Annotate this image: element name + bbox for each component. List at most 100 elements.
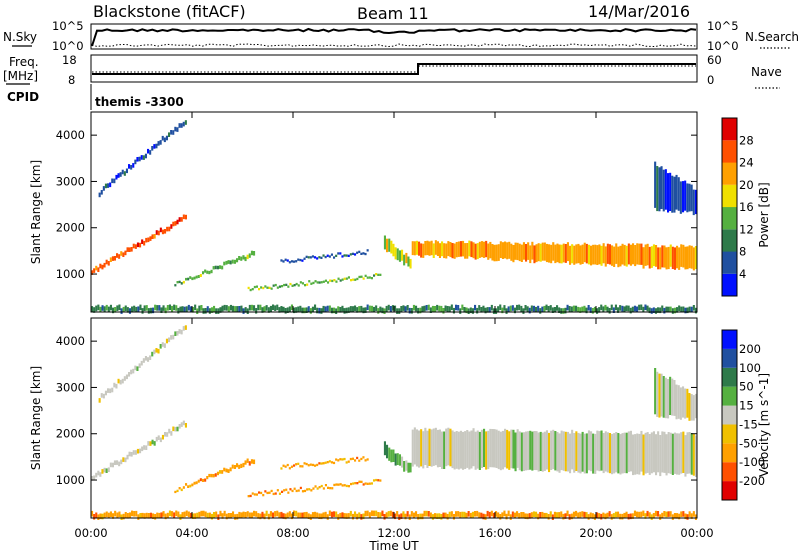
power-cell: [667, 246, 670, 270]
power-cell: [596, 308, 599, 314]
power-cell: [583, 242, 586, 263]
power-cell: [97, 267, 100, 272]
velocity-cell: [679, 387, 682, 420]
power-cell: [688, 306, 691, 313]
power-cell: [288, 261, 291, 264]
velocity-cell: [130, 369, 133, 375]
power-cell: [124, 250, 127, 256]
power-cell: [360, 252, 363, 255]
power-cell: [290, 304, 293, 311]
velocity-cell: [447, 427, 450, 466]
velocity-cell: [276, 510, 279, 517]
velocity-cell: [468, 431, 471, 470]
power-cell: [200, 305, 203, 311]
power-cell: [598, 307, 601, 313]
power-cell: [145, 305, 148, 311]
velocity-cell: [185, 510, 188, 517]
power-cell: [307, 306, 310, 312]
power-cell: [322, 305, 325, 312]
velocity-cell: [654, 510, 657, 517]
power-cell: [518, 243, 521, 262]
velocity-cell: [180, 329, 183, 335]
velocity-cell: [421, 513, 424, 520]
power-cell: [301, 282, 304, 285]
power-cell: [545, 243, 548, 263]
power-cell: [573, 245, 576, 265]
velocity-cell: [648, 434, 651, 475]
power-ylabel: Slant Range [km]: [29, 160, 43, 264]
velocity-cell: [623, 512, 626, 519]
power-cell: [421, 306, 424, 312]
power-cell: [255, 285, 258, 288]
power-colorbar-label: 28: [739, 133, 754, 147]
velocity-cell: [472, 428, 475, 467]
power-cell: [310, 282, 313, 285]
power-cell: [335, 280, 338, 283]
velocity-cell: [343, 457, 346, 461]
velocity-colorbar-swatch: [722, 367, 737, 387]
power-cell: [215, 308, 218, 314]
velocity-cell: [480, 512, 483, 519]
power-cell: [293, 307, 296, 314]
velocity-cell: [441, 431, 444, 469]
velocity-cell: [223, 467, 226, 472]
power-cell: [320, 281, 323, 284]
velocity-cell: [362, 456, 365, 459]
power-cell: [314, 304, 317, 311]
power-cell: [533, 245, 536, 264]
power-cell: [387, 304, 390, 311]
velocity-cell: [112, 513, 115, 519]
velocity-cell: [299, 486, 302, 490]
power-cell: [485, 240, 488, 258]
power-cell: [184, 214, 187, 220]
power-cell: [330, 253, 333, 256]
power-cell: [339, 307, 342, 313]
power-cell: [413, 241, 416, 256]
power-cell: [604, 304, 607, 311]
velocity-cell: [299, 512, 302, 519]
velocity-cell: [324, 511, 327, 518]
power-ytick-label: 2000: [56, 221, 85, 235]
nsky-label: N.Sky: [3, 30, 37, 44]
velocity-cell: [602, 433, 605, 474]
power-cell: [646, 243, 649, 266]
power-ytick-label: 3000: [56, 174, 85, 188]
power-cell: [640, 304, 643, 311]
power-cell: [581, 306, 584, 313]
velocity-cell: [117, 378, 120, 384]
power-cell: [539, 308, 542, 314]
power-cell: [429, 307, 432, 313]
velocity-cell: [123, 376, 126, 381]
power-cell: [249, 288, 252, 292]
velocity-cell: [149, 355, 152, 360]
velocity-cell: [459, 430, 462, 469]
power-colorbar: 4 8 12 16 20 24 28: [721, 117, 754, 297]
power-cell: [417, 307, 420, 314]
power-cell: [562, 308, 565, 314]
power-cell: [206, 270, 209, 274]
velocity-cell: [593, 514, 596, 520]
power-cell: [345, 254, 348, 257]
velocity-cell: [227, 513, 230, 519]
power-cell: [652, 307, 655, 313]
velocity-cell: [667, 379, 670, 419]
velocity-cell: [145, 445, 148, 450]
velocity-cell: [219, 470, 222, 474]
power-cell: [287, 285, 290, 288]
power-cell: [669, 172, 672, 211]
power-cell: [278, 307, 281, 313]
station-title: Blackstone (fitACF): [93, 2, 246, 21]
velocity-cell: [462, 431, 465, 470]
velocity-cell: [615, 432, 618, 473]
velocity-cell: [157, 348, 160, 354]
velocity-colorbar-frame: [721, 329, 738, 501]
power-cell: [113, 256, 116, 261]
velocity-cell: [147, 513, 150, 519]
velocity-cell: [173, 512, 176, 518]
velocity-ylabel: Slant Range [km]: [29, 366, 43, 470]
power-cell: [368, 276, 371, 279]
power-cell: [686, 183, 689, 213]
velocity-cell: [149, 441, 152, 446]
velocity-cell: [204, 511, 207, 518]
velocity-ytick-label: 1000: [56, 473, 85, 487]
